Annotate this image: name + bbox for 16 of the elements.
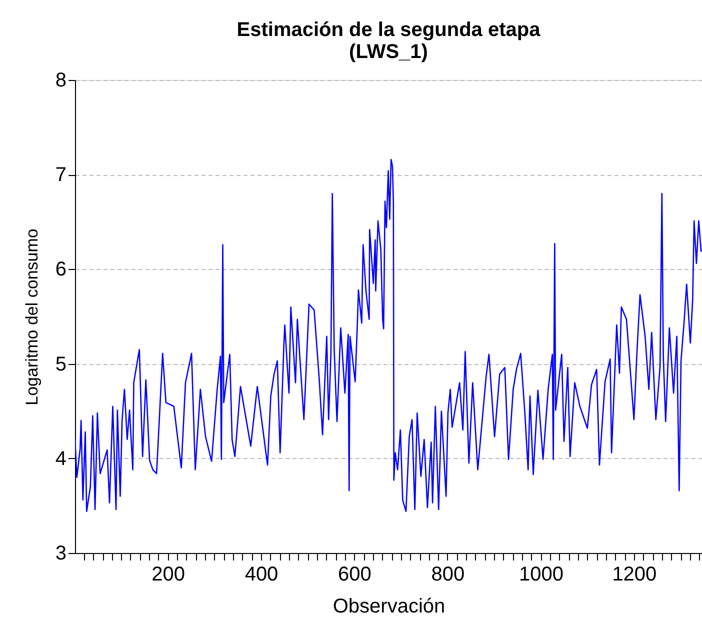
x-tick-label: 400 [244, 564, 278, 586]
y-tick-label: 8 [55, 70, 66, 92]
x-tick-label: 1200 [612, 564, 657, 586]
x-tick-label: 600 [338, 564, 372, 586]
y-tick-label: 6 [55, 258, 66, 281]
chart-title: Estimación de la segunda etapa (LWS_1) [236, 19, 542, 63]
x-axis-title: Observación [332, 596, 446, 618]
y-axis-title: Logaritmo del consumo [22, 228, 42, 406]
y-tick-label: 4 [55, 448, 66, 470]
y-tick-label: 3 [55, 542, 66, 564]
y-tick-label: 5 [55, 353, 66, 376]
x-tick-label: 800 [431, 564, 465, 586]
x-tick-label: 1000 [518, 564, 564, 586]
x-tick-label: 200 [152, 564, 185, 586]
line-series [75, 158, 702, 512]
y-tick-label: 7 [55, 164, 66, 186]
